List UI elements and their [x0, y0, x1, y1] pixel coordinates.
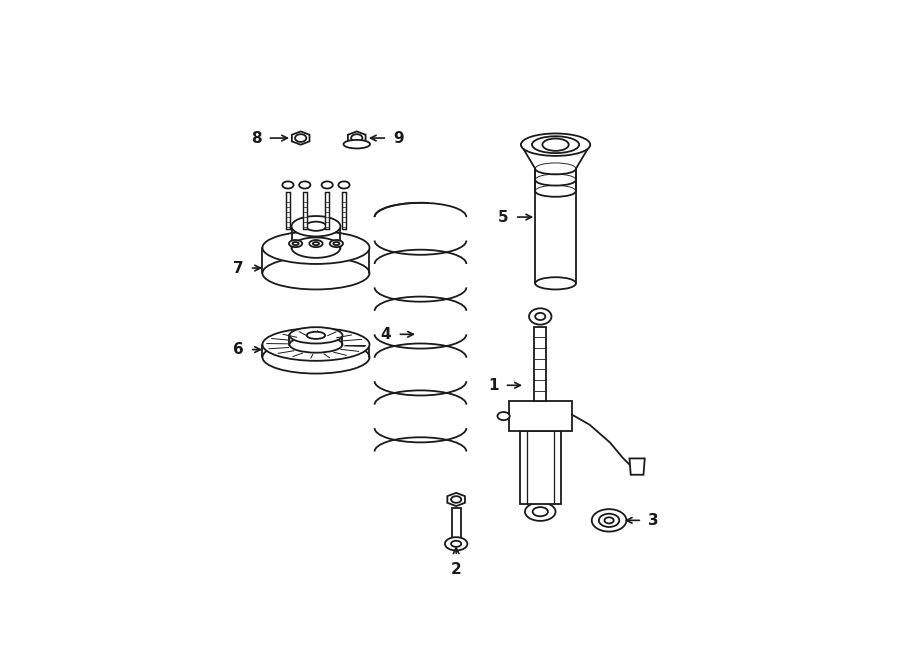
Bar [534, 326, 546, 401]
Ellipse shape [498, 412, 509, 420]
Bar [508, 401, 572, 431]
Text: 7: 7 [233, 261, 244, 275]
Text: 6: 6 [233, 342, 244, 357]
Ellipse shape [307, 332, 325, 339]
Ellipse shape [263, 328, 370, 361]
Text: 8: 8 [251, 130, 261, 146]
Ellipse shape [525, 502, 555, 521]
Ellipse shape [289, 240, 302, 247]
Ellipse shape [290, 327, 343, 344]
Ellipse shape [605, 517, 614, 524]
Bar [520, 431, 561, 504]
Ellipse shape [263, 257, 370, 289]
Ellipse shape [263, 341, 370, 373]
Ellipse shape [292, 242, 299, 245]
Text: 2: 2 [451, 562, 462, 577]
Ellipse shape [295, 134, 306, 142]
Text: 3: 3 [648, 513, 659, 528]
Ellipse shape [292, 238, 340, 258]
Ellipse shape [598, 514, 619, 527]
Ellipse shape [310, 240, 322, 247]
Ellipse shape [591, 509, 626, 532]
Ellipse shape [333, 242, 339, 245]
Bar [286, 192, 290, 229]
Ellipse shape [521, 134, 590, 156]
Ellipse shape [292, 216, 340, 236]
Polygon shape [447, 493, 465, 506]
Ellipse shape [532, 136, 579, 153]
Ellipse shape [306, 222, 326, 231]
Ellipse shape [263, 231, 370, 264]
Bar [302, 192, 307, 229]
Text: 5: 5 [498, 210, 508, 224]
Ellipse shape [290, 336, 343, 353]
Bar [452, 508, 461, 546]
Ellipse shape [313, 242, 319, 245]
Ellipse shape [533, 507, 548, 516]
Ellipse shape [321, 181, 333, 189]
Text: 1: 1 [488, 378, 499, 393]
Ellipse shape [299, 181, 310, 189]
Bar [325, 192, 329, 229]
Text: 4: 4 [381, 327, 392, 342]
Ellipse shape [344, 140, 370, 148]
Polygon shape [348, 132, 365, 145]
Ellipse shape [283, 181, 293, 189]
Ellipse shape [536, 313, 545, 320]
Ellipse shape [445, 537, 467, 550]
Ellipse shape [329, 240, 343, 247]
Bar [342, 192, 346, 229]
Ellipse shape [338, 181, 349, 189]
Ellipse shape [451, 496, 461, 502]
Text: 9: 9 [393, 130, 404, 146]
Ellipse shape [536, 277, 576, 289]
Ellipse shape [351, 134, 363, 142]
Ellipse shape [451, 541, 461, 547]
Ellipse shape [543, 138, 569, 151]
Ellipse shape [529, 308, 552, 324]
Polygon shape [292, 132, 310, 145]
Polygon shape [629, 458, 644, 475]
